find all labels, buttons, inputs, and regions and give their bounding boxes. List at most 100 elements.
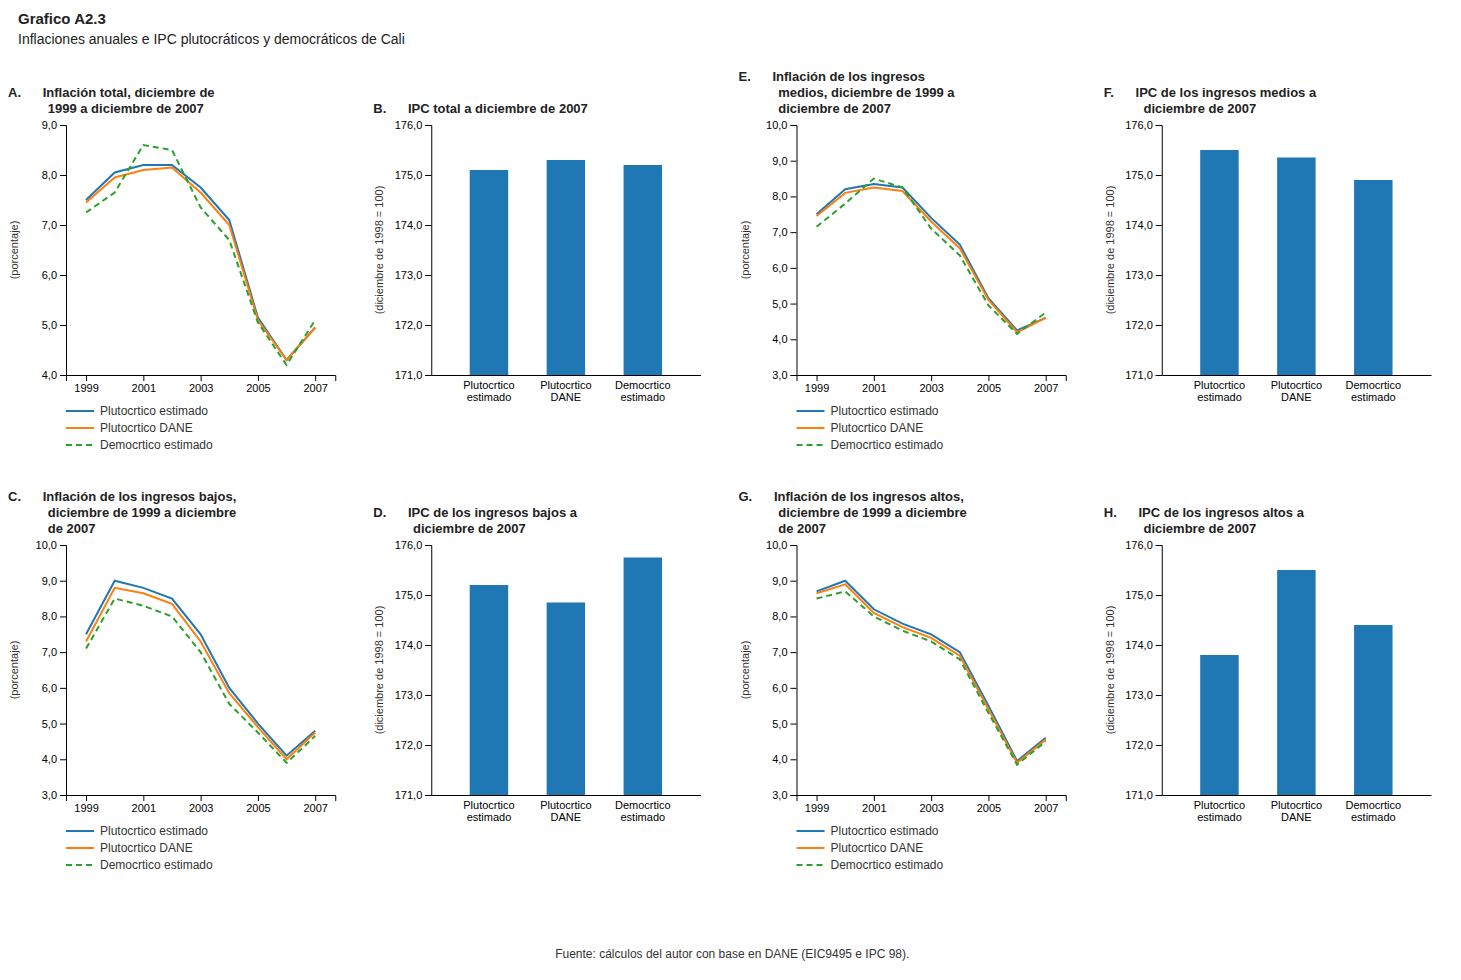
y-tick-mark xyxy=(60,175,66,176)
y-tick-label: 174,0 xyxy=(395,219,423,231)
y-tick-label: 10,0 xyxy=(36,539,57,551)
bar xyxy=(1354,180,1392,375)
legend-label: Plutocrtico estimado xyxy=(100,404,208,418)
legend: Plutocrtico estimadoPlutocrtico DANEDemo… xyxy=(797,404,944,452)
x-tick-label-line: estimado xyxy=(620,391,665,403)
x-tick: 2005 xyxy=(977,795,1001,814)
legend-item: Democrtico estimado xyxy=(797,858,944,872)
y-tick-label: 9,0 xyxy=(42,575,57,587)
y-tick-label: 173,0 xyxy=(395,269,423,281)
panel-title-line: H. IPC de los ingresos altos a xyxy=(1104,505,1305,520)
chart-figure: Grafico A2.3Inflaciones anuales e IPC pl… xyxy=(0,0,1461,980)
bar xyxy=(1200,150,1238,375)
y-tick: 5,0 xyxy=(772,298,796,310)
y-tick: 6,0 xyxy=(772,682,796,694)
x-tick-label: 2005 xyxy=(246,802,270,814)
y-axis-line xyxy=(60,126,67,376)
y-tick-label: 172,0 xyxy=(395,739,423,751)
y-tick-mark xyxy=(425,595,431,596)
x-tick-label: 2007 xyxy=(1034,802,1058,814)
panel-title-line: F. IPC de los ingresos medios a xyxy=(1104,85,1317,100)
x-tick-label-line: DANE xyxy=(551,391,582,403)
x-tick-label: 1999 xyxy=(74,382,98,394)
marks xyxy=(470,160,662,375)
y-tick-label: 5,0 xyxy=(42,718,57,730)
legend-swatch xyxy=(797,410,825,412)
x-tick-label-line: estimado xyxy=(467,811,512,823)
y-tick-label: 175,0 xyxy=(395,169,423,181)
legend-swatch xyxy=(797,444,825,446)
y-axis-line xyxy=(791,126,798,376)
panel-title-line: D. IPC de los ingresos bajos a xyxy=(373,505,577,520)
y-tick: 175,0 xyxy=(395,169,432,181)
y-tick-mark xyxy=(60,616,66,617)
panel: H. IPC de los ingresos altos a diciembre… xyxy=(1104,505,1432,823)
y-tick-label: 174,0 xyxy=(395,639,423,651)
panel-title-line: E. Inflación de los ingresos xyxy=(739,69,925,84)
y-tick-mark xyxy=(425,275,431,276)
y-tick-label: 8,0 xyxy=(772,610,787,622)
y-tick-mark xyxy=(1156,225,1162,226)
x-tick: PlutocrticoDANE xyxy=(540,799,591,824)
y-tick-mark xyxy=(425,745,431,746)
legend-swatch xyxy=(797,830,825,832)
y-tick: 4,0 xyxy=(42,753,66,765)
y-tick-label: 8,0 xyxy=(42,610,57,622)
legend-item: Plutocrtico estimado xyxy=(66,824,208,838)
panel: F. IPC de los ingresos medios a diciembr… xyxy=(1104,85,1432,403)
y-tick-mark xyxy=(1156,645,1162,646)
y-tick-mark xyxy=(791,339,797,340)
panel-title-line: 1999 a diciembre de 2007 xyxy=(8,101,204,116)
x-axis-line xyxy=(67,376,336,382)
y-tick-label: 3,0 xyxy=(772,789,787,801)
y-tick: 173,0 xyxy=(1125,269,1162,281)
y-tick-label: 4,0 xyxy=(42,369,57,381)
y-tick: 175,0 xyxy=(1125,589,1162,601)
x-axis-line xyxy=(797,796,1066,802)
series-line xyxy=(86,145,315,365)
panel-title-line: de 2007 xyxy=(8,521,95,536)
y-tick-label: 3,0 xyxy=(772,369,787,381)
x-tick-label: 2001 xyxy=(862,382,886,394)
y-tick-label: 173,0 xyxy=(1125,689,1153,701)
y-tick-label: 176,0 xyxy=(395,539,423,551)
bar xyxy=(470,585,508,795)
x-tick: Democrticoestimado xyxy=(615,799,671,824)
legend: Plutocrtico estimadoPlutocrtico DANEDemo… xyxy=(66,824,213,872)
panel-title: B. IPC total a diciembre de 2007 xyxy=(373,101,588,116)
series-line xyxy=(817,188,1046,333)
legend-label: Plutocrtico DANE xyxy=(831,421,924,435)
y-tick: 171,0 xyxy=(395,369,432,381)
x-tick: 2003 xyxy=(189,375,213,394)
marks xyxy=(1200,570,1392,795)
y-tick-label: 172,0 xyxy=(395,319,423,331)
x-tick-label: 2001 xyxy=(132,802,156,814)
panel: E. Inflación de los ingresos medios, dic… xyxy=(739,69,1067,452)
x-tick: PlutocrticoDANE xyxy=(540,379,591,404)
y-tick-mark xyxy=(60,581,66,582)
x-tick-mark xyxy=(874,375,875,381)
y-tick: 176,0 xyxy=(1125,119,1162,131)
y-axis-line xyxy=(791,546,798,796)
x-tick: 2005 xyxy=(246,375,270,394)
y-tick-mark xyxy=(60,325,66,326)
x-tick-label: 2005 xyxy=(977,382,1001,394)
y-tick: 171,0 xyxy=(1125,789,1162,801)
x-tick-label: Democrticoestimado xyxy=(615,799,671,824)
x-tick: Plutocrticoestimado xyxy=(1194,799,1245,824)
y-tick: 171,0 xyxy=(1125,369,1162,381)
y-tick-mark xyxy=(791,759,797,760)
y-tick-mark xyxy=(791,652,797,653)
y-tick-mark xyxy=(1156,795,1162,796)
y-axis: 4,05,06,07,08,09,0 xyxy=(42,119,67,381)
y-tick-label: 5,0 xyxy=(772,718,787,730)
series-line xyxy=(817,184,1046,330)
y-tick-mark xyxy=(425,645,431,646)
y-tick: 175,0 xyxy=(1125,169,1162,181)
x-tick-mark xyxy=(817,375,818,381)
legend-label: Democrtico estimado xyxy=(100,438,213,452)
y-tick-mark xyxy=(791,268,797,269)
y-tick-mark xyxy=(791,724,797,725)
y-tick: 7,0 xyxy=(42,219,66,231)
x-tick-mark xyxy=(201,795,202,801)
